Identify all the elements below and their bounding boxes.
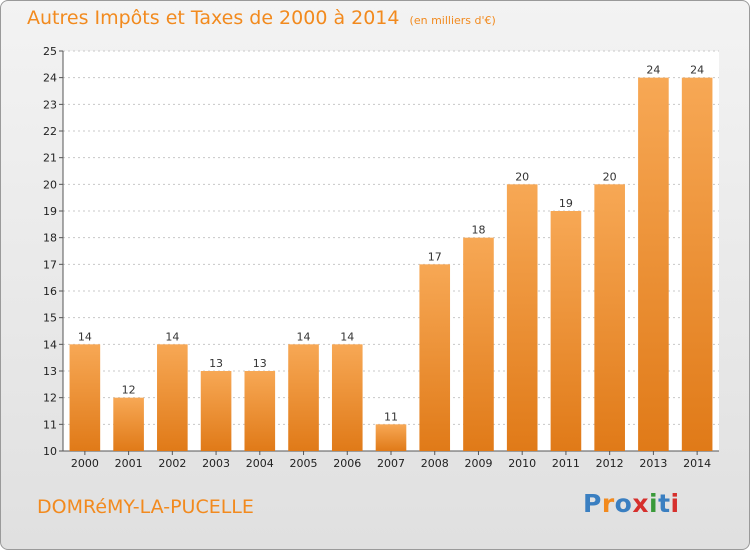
x-tick-label: 2007	[377, 457, 405, 470]
y-tick-label: 16	[43, 285, 57, 298]
chart-title: Autres Impôts et Taxes de 2000 à 2014 (e…	[27, 7, 496, 29]
y-tick-label: 24	[43, 72, 57, 85]
data-label: 13	[209, 357, 223, 370]
y-tick-label: 15	[43, 312, 57, 325]
y-tick-label: 19	[43, 205, 57, 218]
logo-letter: i	[649, 489, 659, 518]
x-tick-label: 2013	[639, 457, 667, 470]
y-tick-label: 10	[43, 445, 57, 458]
y-tick-label: 17	[43, 258, 57, 271]
place-name: DOMRéMY-LA-PUCELLE	[37, 496, 254, 518]
data-label: 19	[559, 197, 573, 210]
bar	[419, 264, 451, 451]
y-tick-label: 11	[43, 418, 57, 431]
logo-letter: x	[632, 489, 649, 518]
bar	[288, 344, 319, 451]
y-tick-label: 20	[43, 178, 57, 191]
data-label: 14	[78, 330, 92, 343]
x-tick-label: 2004	[246, 457, 274, 470]
data-label: 12	[122, 384, 136, 397]
bar	[375, 424, 407, 451]
bar	[638, 77, 669, 452]
logo-letter: r	[601, 489, 615, 518]
y-tick-label: 18	[43, 232, 57, 245]
bar	[157, 344, 188, 451]
chart-title-text: Autres Impôts et Taxes de 2000 à 2014	[27, 7, 400, 29]
data-label: 24	[646, 64, 660, 77]
x-tick-label: 2010	[508, 457, 536, 470]
x-tick-label: 2006	[333, 457, 361, 470]
y-tick-label: 12	[43, 392, 57, 405]
bar	[506, 184, 538, 452]
x-tick-label: 2003	[202, 457, 230, 470]
bar	[113, 397, 144, 451]
bar	[200, 371, 232, 451]
data-label: 24	[690, 64, 704, 77]
y-tick-label: 14	[43, 338, 57, 351]
bar	[331, 344, 363, 451]
x-tick-label: 2009	[464, 457, 492, 470]
x-tick-label: 2001	[115, 457, 143, 470]
y-tick-label: 22	[43, 125, 57, 138]
bar	[244, 371, 276, 451]
x-tick-label: 2011	[552, 457, 580, 470]
y-tick-label: 25	[43, 45, 57, 58]
bar	[463, 237, 494, 451]
y-tick-label: 21	[43, 152, 57, 165]
logo-letter: i	[670, 489, 680, 518]
data-label: 20	[603, 170, 617, 183]
proxiti-logo: Proxiti	[583, 489, 680, 518]
bar	[594, 184, 625, 452]
y-tick-label: 13	[43, 365, 57, 378]
bar	[69, 344, 101, 451]
x-tick-label: 2014	[683, 457, 711, 470]
data-label: 18	[471, 224, 485, 237]
x-tick-label: 2000	[71, 457, 99, 470]
data-label: 17	[428, 250, 442, 263]
chart-subtitle: (en milliers d'€)	[409, 14, 496, 27]
logo-letter: o	[614, 489, 633, 518]
data-label: 14	[340, 330, 354, 343]
x-tick-label: 2008	[421, 457, 449, 470]
bar	[550, 211, 582, 451]
data-label: 11	[384, 410, 398, 423]
data-label: 20	[515, 170, 529, 183]
data-label: 13	[253, 357, 267, 370]
x-tick-label: 2005	[290, 457, 318, 470]
logo-letter: t	[658, 489, 671, 518]
x-tick-label: 2012	[596, 457, 624, 470]
data-label: 14	[297, 330, 311, 343]
data-label: 14	[165, 330, 179, 343]
bar	[681, 77, 713, 452]
x-tick-label: 2002	[158, 457, 186, 470]
logo-letter: P	[583, 489, 602, 518]
y-tick-label: 23	[43, 98, 57, 111]
